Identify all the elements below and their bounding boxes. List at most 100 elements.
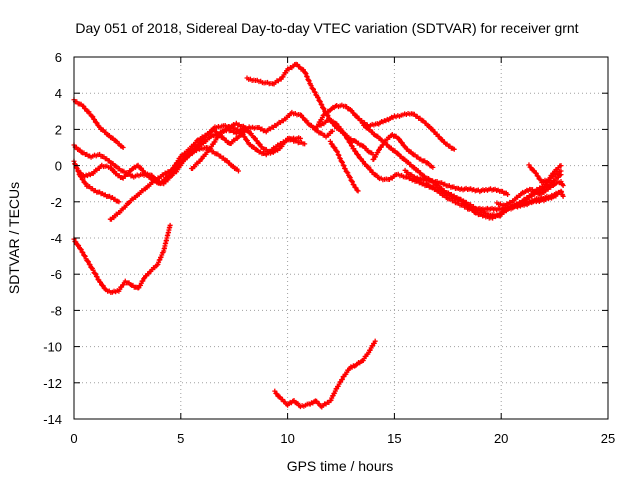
data-point [376, 147, 382, 153]
axis-ticks [73, 56, 609, 420]
x-tick-label: 5 [177, 431, 184, 446]
data-point [311, 89, 317, 95]
data-point [348, 143, 354, 149]
data-point [244, 138, 250, 144]
y-tick-label: -10 [43, 340, 62, 355]
series-track-14 [370, 131, 436, 170]
data-point [329, 128, 335, 134]
data-point [235, 168, 241, 174]
data-point [94, 274, 100, 280]
series-track-13 [359, 120, 564, 221]
data-point [344, 169, 350, 175]
data-series-group [71, 61, 566, 410]
y-tick-label: 0 [55, 159, 62, 174]
data-point [238, 128, 244, 134]
data-point [318, 101, 324, 107]
series-track-17 [272, 338, 378, 410]
data-point [76, 243, 82, 249]
data-point [102, 286, 108, 292]
data-point [242, 134, 248, 140]
series-track-20 [520, 188, 566, 208]
series-track-18 [494, 179, 566, 208]
data-point [351, 146, 357, 152]
data-point [308, 83, 314, 89]
x-tick-label: 20 [494, 431, 508, 446]
series-track-05 [71, 222, 173, 296]
data-point [321, 106, 327, 112]
data-point [329, 141, 335, 147]
data-point [353, 149, 359, 155]
data-point [100, 283, 106, 289]
series-track-12 [327, 138, 361, 194]
data-point [85, 259, 91, 265]
data-point [98, 279, 104, 285]
y-tick-label: -6 [50, 267, 62, 282]
data-point [341, 130, 347, 136]
data-point [93, 273, 99, 279]
data-point [344, 136, 350, 142]
data-point [336, 152, 342, 158]
data-point [167, 222, 173, 228]
data-point [302, 141, 308, 147]
data-point [372, 338, 378, 344]
series-track-19 [526, 162, 564, 186]
data-point [347, 140, 353, 146]
series-track-15 [402, 167, 511, 198]
data-point [339, 159, 345, 165]
data-point [80, 250, 86, 256]
x-axis-label: GPS time / hours [287, 458, 394, 474]
y-tick-label: -8 [50, 303, 62, 318]
data-point [338, 126, 344, 132]
data-point [399, 140, 405, 146]
data-point [77, 246, 83, 252]
data-point [83, 181, 89, 187]
data-point [558, 172, 564, 178]
series-track-08 [188, 120, 308, 172]
data-point [337, 155, 343, 161]
data-point [141, 276, 147, 282]
data-point [310, 86, 316, 92]
data-point [342, 166, 348, 172]
data-point [339, 376, 345, 382]
axis-tick-labels: 0 5 10 15 20 25 -14 -12 -10 -8 -6 -4 -2 0 2 4 6 [43, 50, 615, 446]
data-point [94, 120, 100, 126]
data-point [86, 261, 92, 267]
data-point [335, 151, 341, 157]
x-tick-label: 0 [70, 431, 77, 446]
data-point [315, 94, 321, 100]
y-axis-label: SDTVAR / TECUs [6, 182, 22, 294]
y-tick-label: -12 [43, 376, 62, 391]
data-point [90, 114, 96, 120]
data-point [340, 162, 346, 168]
data-point [339, 159, 345, 165]
data-point [90, 267, 96, 273]
x-tick-label: 25 [601, 431, 615, 446]
data-point [401, 143, 407, 149]
y-tick-label: -14 [43, 412, 62, 427]
x-tick-label: 10 [280, 431, 294, 446]
data-point [317, 99, 323, 105]
data-point [85, 258, 91, 264]
data-point [81, 253, 87, 259]
data-point [349, 179, 355, 185]
data-point [92, 117, 98, 123]
data-point [558, 163, 564, 169]
data-point [87, 262, 93, 268]
data-point [345, 136, 351, 142]
y-tick-label: -2 [50, 195, 62, 210]
data-point [80, 177, 86, 183]
data-point [343, 133, 349, 139]
x-tick-label: 15 [387, 431, 401, 446]
data-point [348, 140, 354, 146]
data-point [334, 148, 340, 154]
data-point [347, 175, 353, 181]
data-point [312, 89, 318, 95]
data-point [116, 199, 122, 205]
data-point [93, 271, 99, 277]
series-track-16 [423, 172, 564, 213]
chart-title: Day 051 of 2018, Sidereal Day-to-day VTE… [75, 20, 578, 36]
data-point [332, 145, 338, 151]
y-tick-label: 4 [55, 86, 62, 101]
data-point [430, 164, 436, 170]
